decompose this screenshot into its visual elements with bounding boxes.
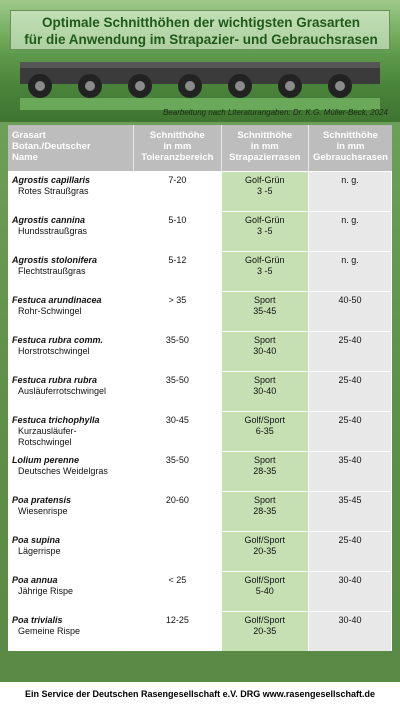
botanical-name: Agrostis cannina: [12, 215, 86, 225]
botanical-name: Festuca arundinacea: [12, 295, 102, 305]
tolerance-cell: > 35: [134, 291, 222, 331]
page-title-line-2: für die Anwendung im Strapazier- und Geb…: [24, 32, 378, 47]
german-name: Deutsches Weidelgras: [18, 466, 108, 476]
tolerance-cell: 12-25: [134, 611, 222, 651]
tolerance-cell: < 25: [134, 571, 222, 611]
table-header-row: Grasart Botan./Deutscher Name Schnitthöh…: [8, 125, 392, 171]
tolerance-cell: 30-45: [134, 411, 222, 451]
table-row: Poa supina Lägerrispe Golf/Sport 20-35 25-4…: [8, 531, 392, 571]
botanical-name: Poa annua: [12, 575, 58, 585]
grass-name-cell: Poa trivialis Gemeine Rispe: [8, 611, 135, 651]
table-row: Agrostis cannina Hundsstraußgras 5-10 Golf-…: [8, 211, 392, 251]
column-header-name: Grasart Botan./Deutscher Name: [8, 125, 135, 171]
strapazier-cell: Golf-Grün 3 -5: [221, 211, 309, 251]
tolerance-cell: 35-50: [134, 371, 222, 411]
tolerance-cell: 5-12: [134, 251, 222, 291]
gebrauch-cell: 35-45: [308, 491, 392, 531]
credit-line: Bearbeitung nach Literaturangaben: Dr. K…: [162, 108, 388, 117]
page-title-line-1: Optimale Schnitthöhen der wichtigsten Gr…: [41, 15, 361, 30]
grass-name-cell: Agrostis cannina Hundsstraußgras: [8, 211, 135, 251]
german-name: Ausläuferrotschwingel: [18, 386, 107, 396]
german-name: Wiesenrispe: [18, 506, 68, 516]
table-row: Festuca rubra comm. Horstrotschwingel 35-5…: [8, 331, 392, 371]
table-row: Lolium perenne Deutsches Weidelgras 35-50 S…: [8, 451, 392, 491]
column-header-tolerance: Schnitthöhe in mm Toleranzbereich: [134, 125, 222, 171]
strapazier-cell: Golf/Sport 6-35: [221, 411, 309, 451]
gebrauch-cell: 30-40: [308, 611, 392, 651]
column-header-gebrauch: Schnitthöhe in mm Gebrauchsrasen: [308, 125, 392, 171]
grass-name-cell: Poa pratensis Wiesenrispe: [8, 491, 135, 531]
column-header-strapazier: Schnitthöhe in mm Strapazierrasen: [221, 125, 309, 171]
footer: Ein Service der Deutschen Rasengesellsch…: [0, 682, 400, 707]
table-row: Festuca arundinacea Rohr-Schwingel > 35 Spo…: [8, 291, 392, 331]
grass-name-cell: Poa annua Jährige Rispe: [8, 571, 135, 611]
table-row: Poa trivialis Gemeine Rispe 12-25 Golf/Spor…: [8, 611, 392, 651]
botanical-name: Poa trivialis: [12, 615, 63, 625]
grass-name-cell: Festuca trichophylla Kurzausläufer- Rotsc…: [8, 411, 135, 451]
botanical-name: Lolium perenne: [12, 455, 80, 465]
strapazier-cell: Sport 35-45: [221, 291, 309, 331]
german-name: Flechtstraußgras: [18, 266, 86, 276]
strapazier-cell: Sport 30-40: [221, 331, 309, 371]
table-row: Festuca trichophylla Kurzausläufer- Rotsc…: [8, 411, 392, 451]
strapazier-cell: Golf-Grün 3 -5: [221, 251, 309, 291]
german-name: Lägerrispe: [18, 546, 61, 556]
gebrauch-cell: 25-40: [308, 331, 392, 371]
botanical-name: Festuca rubra comm.: [12, 335, 104, 345]
table-row: Festuca rubra rubra Ausläuferrotschwingel…: [8, 371, 392, 411]
botanical-name: Festuca trichophylla: [12, 415, 100, 425]
grass-name-cell: Agrostis stolonifera Flechtstraußgras: [8, 251, 135, 291]
botanical-name: Agrostis stolonifera: [12, 255, 98, 265]
tolerance-cell: 20-60: [134, 491, 222, 531]
tolerance-cell: 5-10: [134, 211, 222, 251]
botanical-name: Agrostis capillaris: [12, 175, 91, 185]
grass-name-cell: Agrostis capillaris Rotes Straußgras: [8, 171, 135, 211]
header-banner: Optimale Schnitthöhen der wichtigsten Gr…: [0, 0, 400, 122]
table-row: Poa annua Jährige Rispe < 25 Golf/Sport 5-4…: [8, 571, 392, 611]
grass-name-cell: Festuca arundinacea Rohr-Schwingel: [8, 291, 135, 331]
botanical-name: Poa supina: [12, 535, 61, 545]
tolerance-cell: 35-50: [134, 451, 222, 491]
grass-name-cell: Festuca rubra comm. Horstrotschwingel: [8, 331, 135, 371]
cutting-height-table: Grasart Botan./Deutscher Name Schnitthöh…: [8, 125, 392, 651]
strapazier-cell: Golf/Sport 5-40: [221, 571, 309, 611]
gebrauch-cell: 25-40: [308, 531, 392, 571]
tolerance-cell: [134, 531, 222, 571]
table-row: Agrostis stolonifera Flechtstraußgras 5-12…: [8, 251, 392, 291]
german-name: Rotes Straußgras: [18, 186, 89, 196]
table-row: Poa pratensis Wiesenrispe 20-60 Sport 28-35…: [8, 491, 392, 531]
german-name: Rohr-Schwingel: [18, 306, 82, 316]
gebrauch-cell: 25-40: [308, 371, 392, 411]
gebrauch-cell: n. g.: [308, 211, 392, 251]
title-box: Optimale Schnitthöhen der wichtigsten Gr…: [10, 10, 390, 50]
strapazier-cell: Sport 30-40: [221, 371, 309, 411]
gebrauch-cell: 40-50: [308, 291, 392, 331]
gebrauch-cell: n. g.: [308, 171, 392, 211]
gebrauch-cell: 35-40: [308, 451, 392, 491]
gebrauch-cell: 30-40: [308, 571, 392, 611]
botanical-name: Festuca rubra rubra: [12, 375, 98, 385]
grass-name-cell: Lolium perenne Deutsches Weidelgras: [8, 451, 135, 491]
german-name: Gemeine Rispe: [18, 626, 81, 636]
strapazier-cell: Sport 28-35: [221, 491, 309, 531]
botanical-name: Poa pratensis: [12, 495, 72, 505]
strapazier-cell: Sport 28-35: [221, 451, 309, 491]
grass-name-cell: Poa supina Lägerrispe: [8, 531, 135, 571]
strapazier-cell: Golf/Sport 20-35: [221, 531, 309, 571]
table-row: Agrostis capillaris Rotes Straußgras 7-20 G…: [8, 171, 392, 211]
grass-name-cell: Festuca rubra rubra Ausläuferrotschwingel: [8, 371, 135, 411]
gebrauch-cell: n. g.: [308, 251, 392, 291]
gebrauch-cell: 25-40: [308, 411, 392, 451]
strapazier-cell: Golf-Grün 3 -5: [221, 171, 309, 211]
german-name: Hundsstraußgras: [18, 226, 88, 236]
mower-illustration: [20, 62, 380, 110]
german-name: Jährige Rispe: [18, 586, 74, 596]
tolerance-cell: 7-20: [134, 171, 222, 211]
table-area: Grasart Botan./Deutscher Name Schnitthöh…: [0, 122, 400, 682]
tolerance-cell: 35-50: [134, 331, 222, 371]
german-name: Horstrotschwingel: [18, 346, 90, 356]
strapazier-cell: Golf/Sport 20-35: [221, 611, 309, 651]
german-name: Kurzausläufer- Rotschwingel: [18, 426, 77, 447]
